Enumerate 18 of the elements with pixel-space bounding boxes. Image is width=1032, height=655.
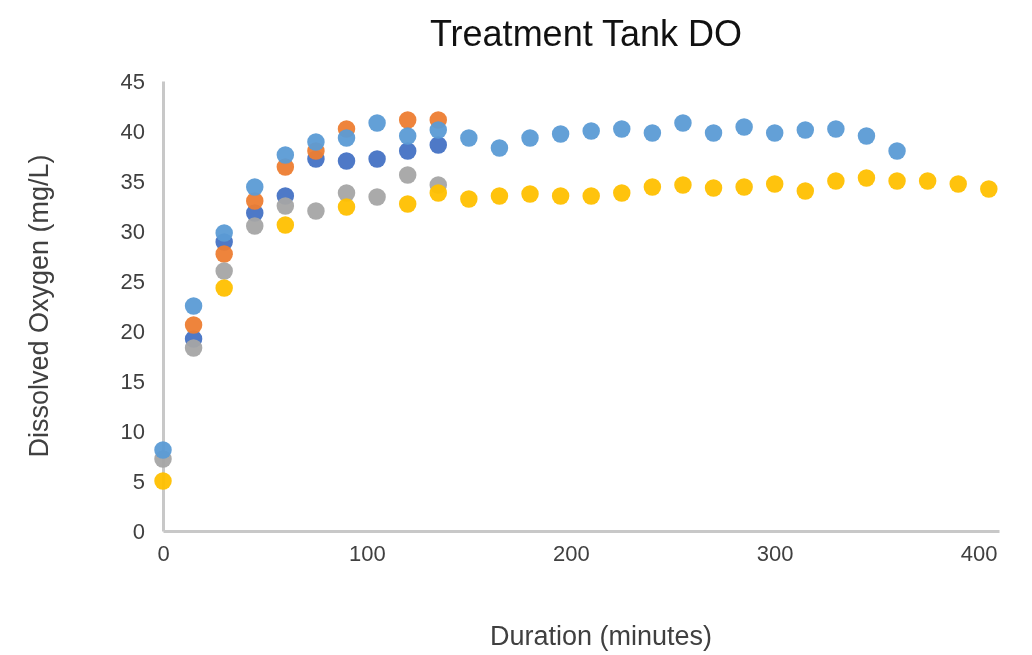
x-tick-label: 0 <box>157 540 170 566</box>
chart-title: Treatment Tank DO <box>429 13 743 54</box>
x-tick-label: 200 <box>552 540 590 566</box>
y-tick-label: 20 <box>120 318 145 344</box>
x-tick-label: 400 <box>960 540 998 566</box>
y-tick-label: 45 <box>120 68 145 94</box>
y-tick-label: 15 <box>120 368 145 394</box>
y-tick-label: 30 <box>120 218 145 244</box>
y-tick-label: 0 <box>132 518 145 544</box>
y-tick-label: 10 <box>120 418 145 444</box>
x-tick-label: 300 <box>756 540 794 566</box>
y-tick-label: 40 <box>120 118 145 144</box>
x-tick-label: 100 <box>349 540 386 566</box>
y-tick-label: 25 <box>120 268 145 294</box>
y-tick-label: 35 <box>120 168 145 194</box>
y-axis-title: Dissolved Oxygen (mg/L) <box>24 154 54 458</box>
y-tick-label: 5 <box>132 468 145 494</box>
x-axis-title: Duration (minutes) <box>489 621 713 651</box>
